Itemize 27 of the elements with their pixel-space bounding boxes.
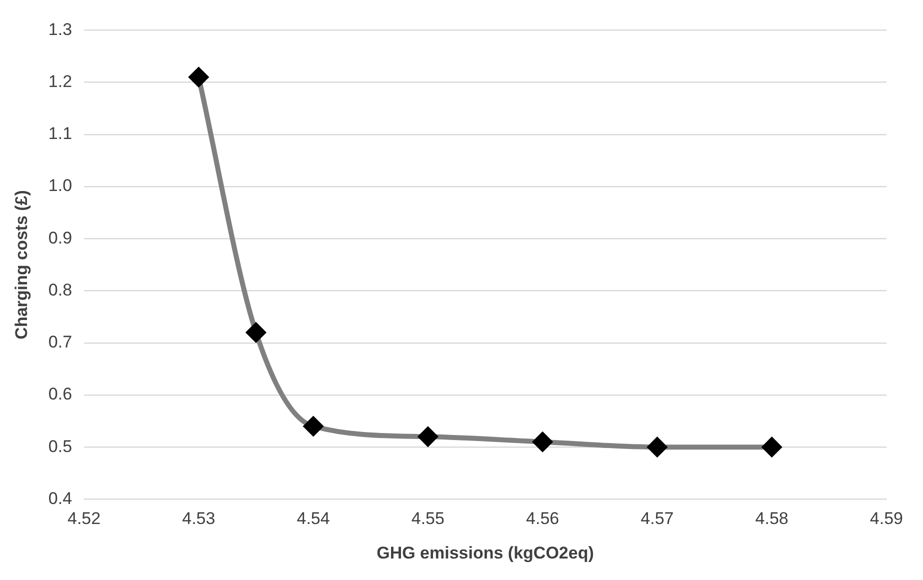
x-tick-label: 4.59 [870,509,904,528]
x-tick-label: 4.58 [755,509,788,528]
y-tick-label: 1.1 [48,124,72,144]
y-tick-label: 0.4 [48,488,72,508]
point [533,432,552,452]
point [246,322,266,342]
y-axis-title: Charging costs (£) [12,190,31,340]
x-tick-label: 4.54 [296,509,330,528]
point [762,438,782,457]
y-tick-label: 0.6 [48,384,72,404]
x-tick-label: 4.55 [411,509,444,528]
y-tick-label: 0.5 [48,436,72,456]
y-tick-label: 0.8 [48,280,72,300]
y-tick-label: 1.3 [48,20,72,39]
point [189,68,208,87]
x-tick-label: 4.53 [182,509,216,528]
x-axis-title: GHG emissions (kgCO2eq) [376,543,594,562]
y-tick-label: 1.2 [48,72,72,91]
point [304,416,323,436]
y-tick-label: 0.7 [48,332,72,352]
x-tick-label: 4.57 [640,509,674,528]
x-tick-label: 4.52 [67,509,101,528]
point [648,438,667,457]
x-tick-label: 4.56 [526,509,560,528]
point [418,427,438,446]
y-tick-label: 0.9 [48,228,72,248]
y-tick-label: 1.0 [48,176,72,196]
